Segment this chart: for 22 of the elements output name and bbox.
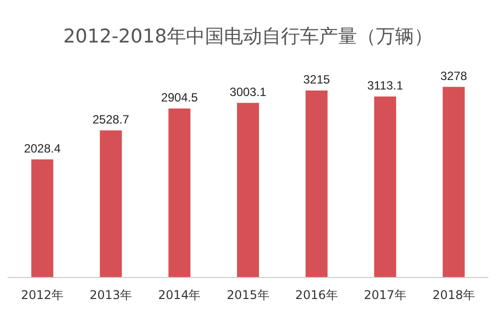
x-tick-label: 2015年 <box>226 288 270 302</box>
bar <box>237 102 259 277</box>
data-label: 2904.5 <box>161 90 198 105</box>
data-label: 3278 <box>440 68 468 83</box>
x-tick-label: 2013年 <box>90 288 132 302</box>
bar <box>442 86 465 277</box>
data-label: 3113.1 <box>367 78 404 92</box>
bar <box>31 159 54 277</box>
x-tick-label: 2016年 <box>295 288 338 302</box>
x-tick-label: 2012年 <box>21 288 64 302</box>
data-label: 3215 <box>303 72 330 87</box>
bar <box>100 130 122 277</box>
x-tick-label: 2017年 <box>364 288 406 302</box>
data-label: 2528.7 <box>92 112 130 126</box>
chart-title: 2012-2018年中国电动自行车产量（万辆） <box>63 26 433 48</box>
data-label: 3003.1 <box>230 84 267 99</box>
bar <box>374 96 396 277</box>
data-label: 2028.4 <box>24 141 61 156</box>
bar <box>306 90 328 277</box>
x-tick-label: 2014年 <box>158 288 201 302</box>
x-tick-label: 2018年 <box>432 288 475 302</box>
bar <box>168 108 190 277</box>
